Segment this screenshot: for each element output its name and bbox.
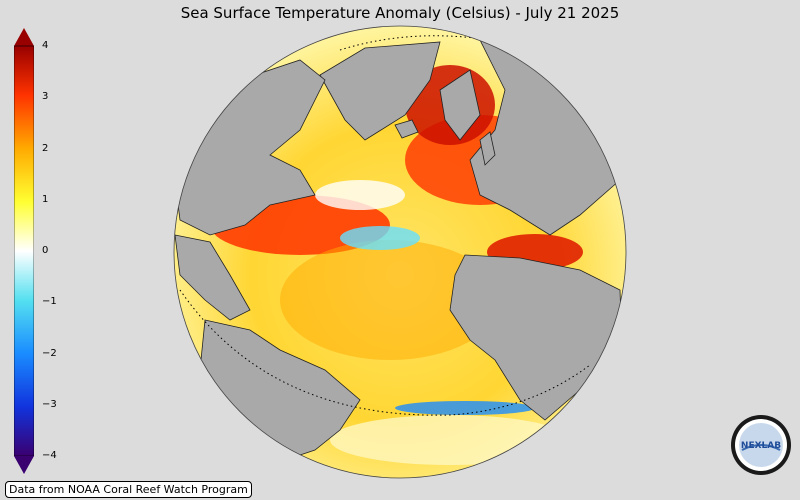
- globe-map: [173, 25, 627, 479]
- land-africa: [449, 254, 623, 421]
- colorbar-tick-label: 0: [42, 245, 49, 256]
- svg-text:NEXLAB: NEXLAB: [741, 441, 781, 451]
- land-uk: [479, 131, 496, 166]
- land-north-america: [174, 59, 326, 236]
- land-greenland: [319, 41, 441, 141]
- colorbar-tick-label: −2: [42, 347, 57, 359]
- tropic-line: [179, 289, 591, 416]
- map-title: Sea Surface Temperature Anomaly (Celsius…: [180, 4, 620, 22]
- colorbar: [14, 28, 34, 474]
- globe-outline: [173, 25, 627, 479]
- land-central-america: [174, 234, 251, 321]
- colorbar-tick-label: −1: [42, 296, 57, 308]
- land-iceland: [394, 119, 419, 139]
- colorbar-tick-label: −3: [42, 398, 57, 410]
- land-scandinavia: [439, 69, 481, 141]
- colorbar-tick-label: 2: [42, 142, 49, 154]
- anomaly-white-band: [315, 180, 405, 210]
- anomaly-southern-pale: [330, 415, 570, 465]
- nexlab-logo: NEXLAB: [731, 415, 791, 475]
- colorbar-tick-label: 1: [42, 193, 49, 205]
- data-credit: Data from NOAA Coral Reef Watch Program: [5, 481, 252, 498]
- colorbar-max-arrow: [14, 28, 34, 46]
- colorbar-tick-label: 3: [42, 91, 49, 103]
- colorbar-gradient: [14, 45, 34, 457]
- colorbar-min-arrow: [14, 456, 34, 474]
- colorbar-tick-label: 4: [42, 40, 49, 51]
- anomaly-cold-equatorial: [395, 401, 535, 415]
- anomaly-central-atlantic: [280, 240, 500, 360]
- colorbar-tick-label: −4: [42, 450, 57, 461]
- anomaly-cold-mid-atlantic: [340, 226, 420, 250]
